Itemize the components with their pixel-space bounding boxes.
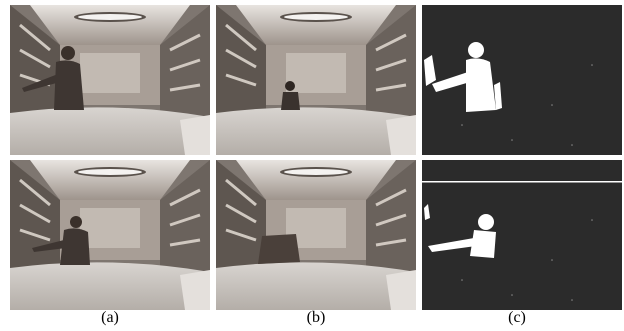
mask-c1 (422, 5, 622, 155)
panel-label: (c) (508, 309, 526, 326)
photo-a2 (10, 160, 210, 310)
panel-label: (a) (101, 309, 119, 326)
mask-c2 (422, 160, 622, 310)
photo-b2 (216, 160, 416, 310)
panel-label: (b) (307, 309, 326, 326)
figure: (a) (b) (c) (0, 0, 624, 331)
photo-a1 (10, 5, 210, 155)
photo-b1 (216, 5, 416, 155)
